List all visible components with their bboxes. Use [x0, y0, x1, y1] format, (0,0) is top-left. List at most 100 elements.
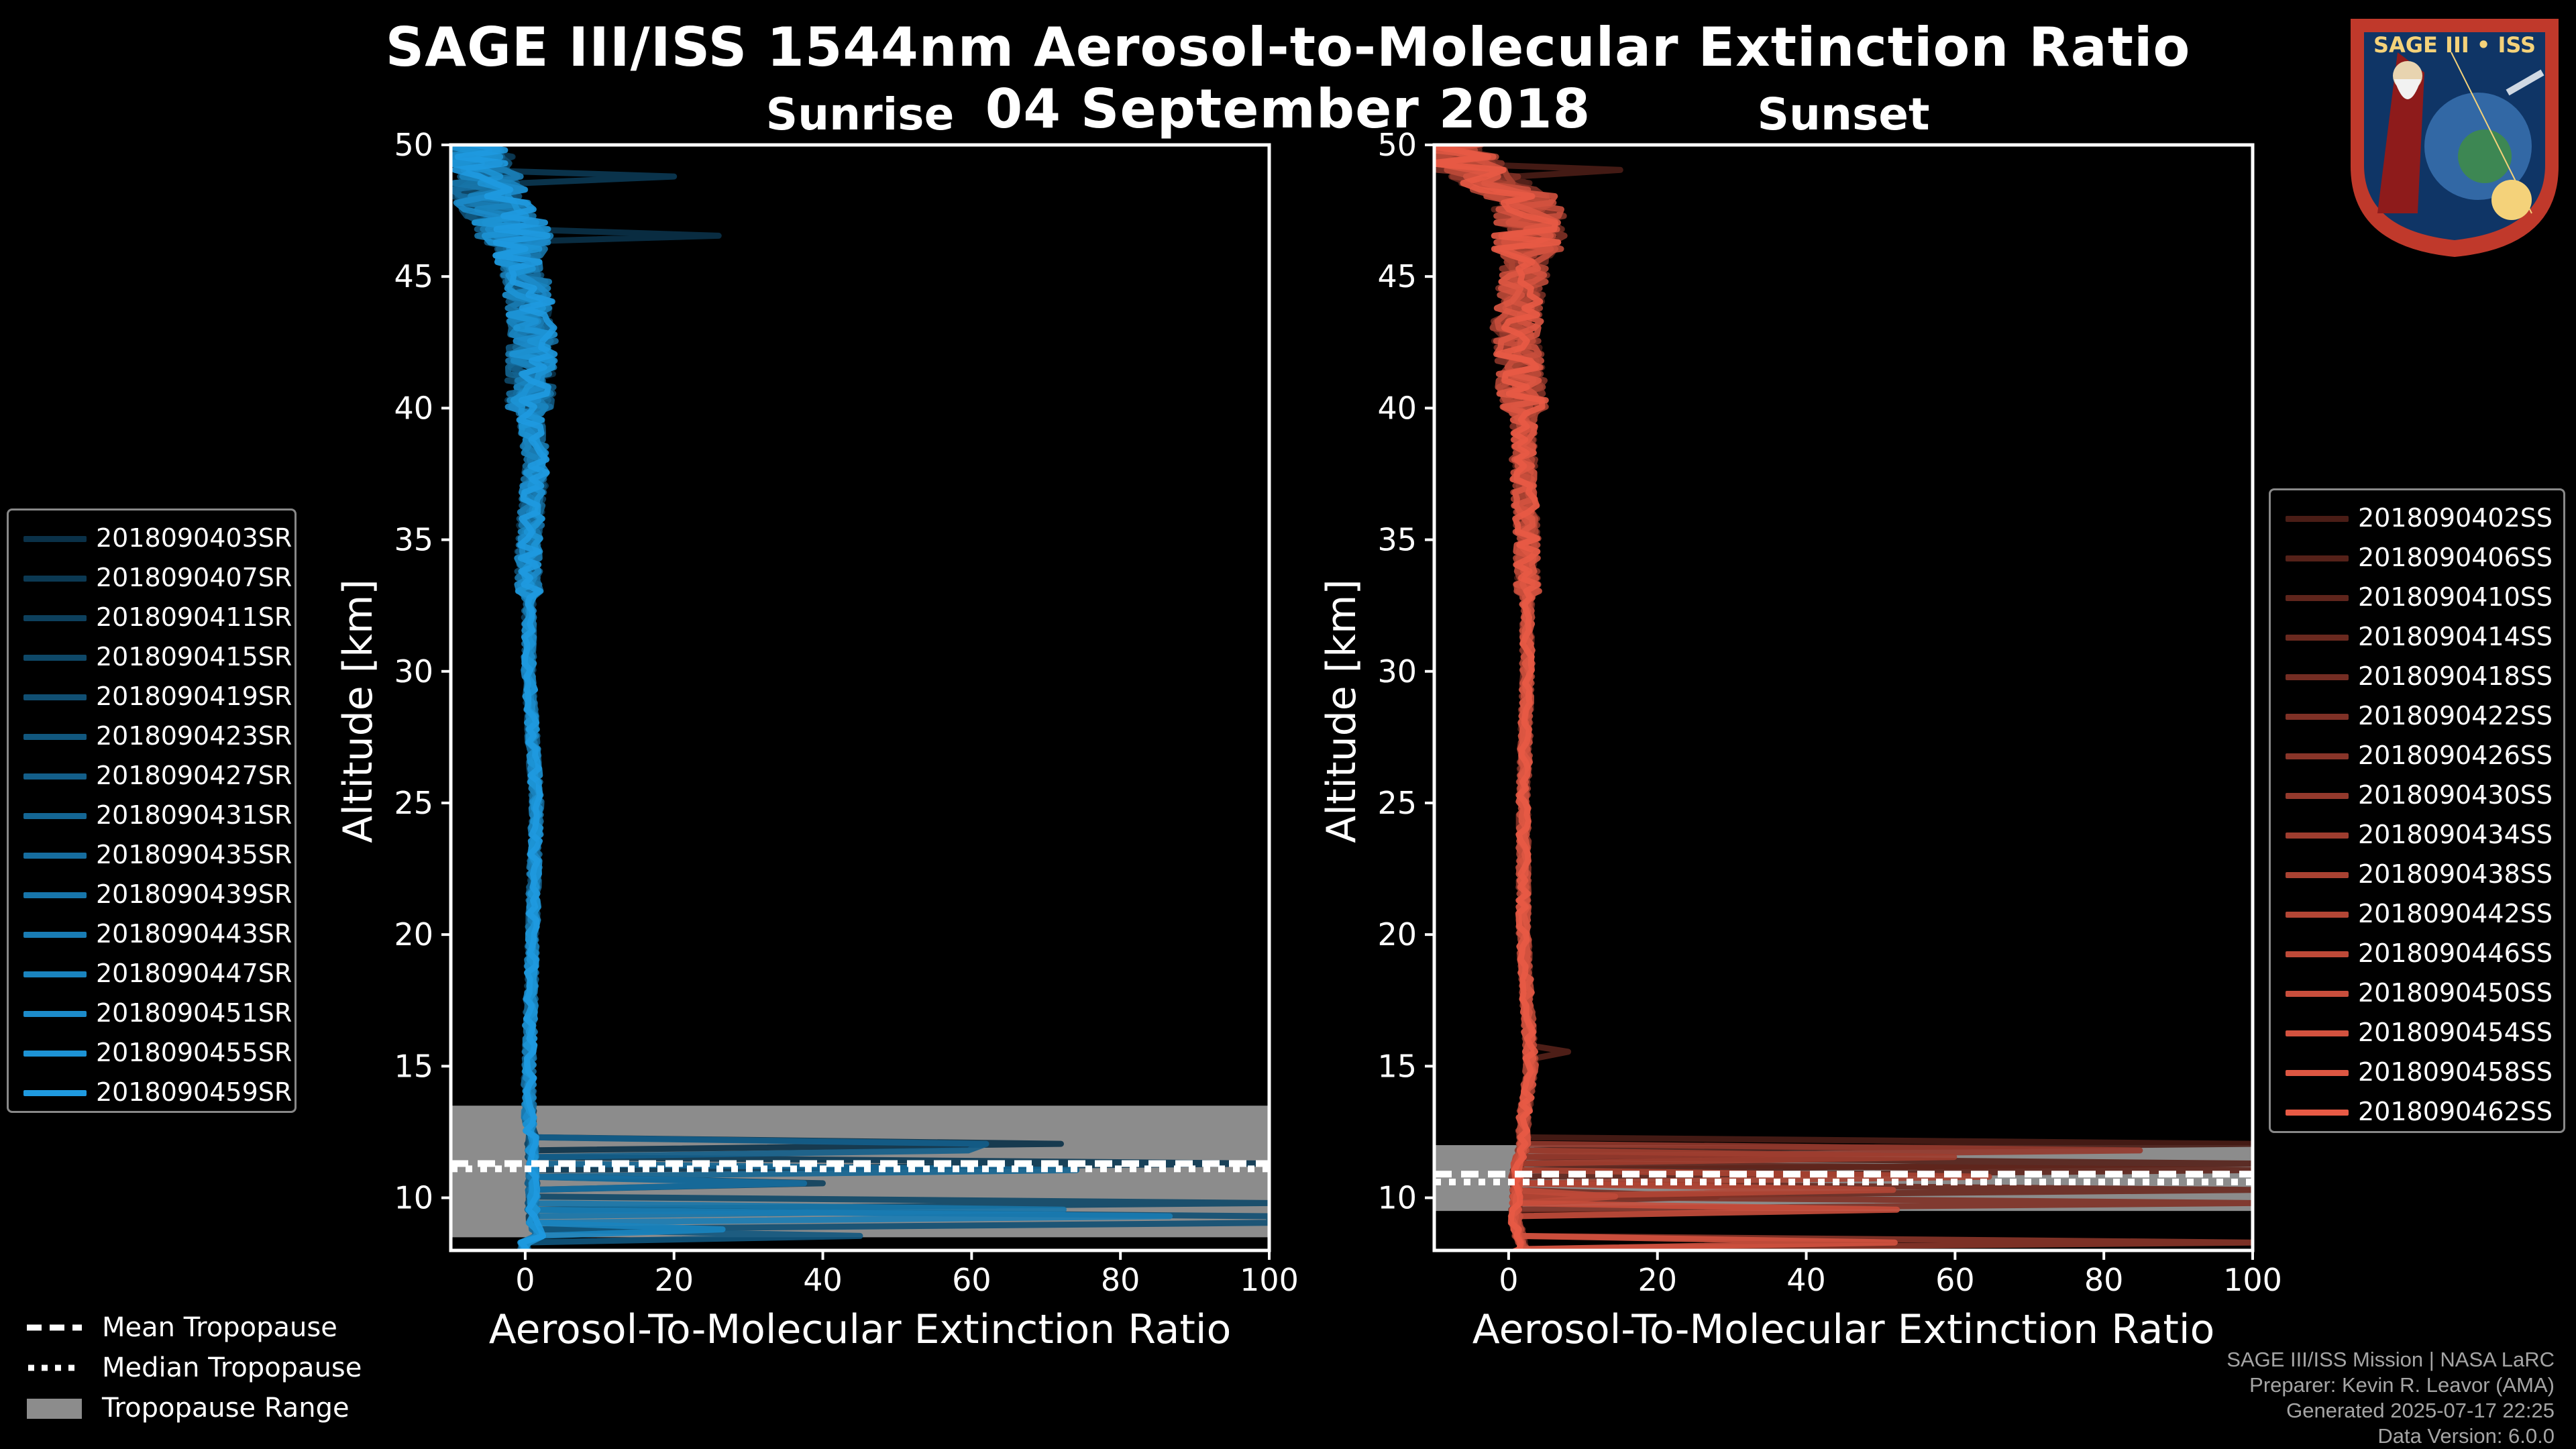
legend-swatch: [2286, 833, 2349, 839]
x-tick-label: 40: [803, 1262, 843, 1298]
x-tick-label: 20: [654, 1262, 694, 1298]
x-tick-label: 100: [1240, 1262, 1299, 1298]
legend-label: 2018090462SS: [2358, 1097, 2553, 1126]
x-tick-label: 80: [1101, 1262, 1140, 1298]
profile-2018090410SS: [1436, 145, 2253, 1250]
legend-label: 2018090430SS: [2358, 780, 2553, 810]
x-tick-label: 60: [952, 1262, 991, 1298]
legend-label: 2018090446SS: [2358, 938, 2553, 968]
profile-2018090422SS: [1434, 145, 2253, 1250]
legend-label: 2018090410SS: [2358, 582, 2553, 612]
legend-label: 2018090419SR: [96, 682, 292, 711]
legend-swatch: [23, 576, 87, 582]
legend-swatch: [23, 734, 87, 740]
y-tick-label: 30: [394, 653, 433, 690]
legend-label: 2018090447SR: [96, 959, 292, 988]
profile-2018090402SS: [1434, 145, 2253, 1250]
y-tick-label: 25: [394, 785, 433, 821]
legend-label: 2018090414SS: [2358, 622, 2553, 651]
legend-swatch: [2286, 991, 2349, 997]
x-tick-label: 0: [515, 1262, 535, 1298]
legend-swatch: [2286, 793, 2349, 799]
y-tick-label: 20: [394, 916, 433, 953]
axes-frame: [449, 143, 1271, 1252]
legend-label: 2018090411SR: [96, 602, 292, 632]
profile-2018090442SS: [1434, 145, 1896, 1250]
x-tick-label: 20: [1638, 1262, 1677, 1298]
sunset-legend: 2018090402SS 2018090406SS 2018090410SS 2018…: [2269, 488, 2565, 1133]
x-tick-label: 40: [1786, 1262, 1826, 1298]
legend-label: 2018090454SS: [2358, 1018, 2553, 1047]
legend-label: 2018090438SS: [2358, 859, 2553, 889]
legend-swatch: [23, 655, 87, 661]
legend-label: 2018090459SR: [96, 1077, 292, 1107]
x-tick-label: 0: [1499, 1262, 1518, 1298]
legend-swatch: [2286, 951, 2349, 957]
y-tick-label: 35: [394, 522, 433, 558]
profiles: [451, 145, 1269, 1250]
chart-title: SAGE III/ISS 1544nm Aerosol-to-Molecular…: [385, 16, 2191, 78]
profile-2018090459SR: [451, 145, 558, 1250]
x-tick-label: 80: [2084, 1262, 2124, 1298]
y-tick-label: 15: [394, 1048, 433, 1084]
legend-swatch: [2286, 714, 2349, 720]
legend-range-label: Tropopause Range: [102, 1393, 350, 1424]
x-tick-label: 60: [1935, 1262, 1975, 1298]
y-axis-label: Altitude [km]: [1318, 579, 1365, 843]
legend-swatch: [2286, 1110, 2349, 1116]
y-tick-label: 40: [394, 390, 433, 426]
legend-swatch: [23, 892, 87, 898]
legend-swatch: [2286, 674, 2349, 680]
legend-label: 2018090450SS: [2358, 978, 2553, 1008]
y-tick-label: 50: [394, 127, 433, 163]
legend-label: 2018090423SR: [96, 721, 292, 751]
y-tick-label: 45: [394, 258, 433, 294]
legend-label: 2018090443SR: [96, 919, 292, 949]
legend-swatch: [23, 1011, 87, 1017]
y-tick-label: 50: [1377, 127, 1417, 163]
sunset-title: Sunset: [1757, 89, 1930, 140]
axes-frame: [1432, 143, 2255, 1252]
legend-label: 2018090451SR: [96, 998, 292, 1028]
legend-mean-label: Mean Tropopause: [102, 1312, 337, 1343]
legend-swatch: [2286, 1070, 2349, 1076]
legend-label: 2018090415SR: [96, 642, 292, 672]
y-axis-label: Altitude [km]: [335, 579, 382, 843]
profile-2018090419SR: [456, 145, 1269, 1250]
legend-label: 2018090422SS: [2358, 701, 2553, 731]
legend-label: 2018090418SS: [2358, 661, 2553, 691]
legend-swatch: [23, 615, 87, 621]
legend-swatch: [23, 1051, 87, 1057]
legend-swatch: [2286, 555, 2349, 561]
legend-swatch: [23, 813, 87, 819]
legend-label: 2018090439SR: [96, 879, 292, 909]
x-tick-label: 100: [2223, 1262, 2282, 1298]
y-tick-label: 20: [1377, 916, 1417, 953]
legend-swatch: [23, 536, 87, 542]
credit-mission: SAGE III/ISS Mission | NASA LaRC: [2226, 1348, 2555, 1371]
legend-label: 2018090431SR: [96, 800, 292, 830]
profile-2018090435SR: [451, 145, 808, 1250]
legend-swatch: [2286, 753, 2349, 759]
legend-swatch: [23, 1090, 87, 1096]
legend-label: 2018090455SR: [96, 1038, 292, 1067]
y-tick-label: 40: [1377, 390, 1417, 426]
credit-version: Data Version: 6.0.0: [2377, 1424, 2555, 1448]
y-tick-label: 15: [1377, 1048, 1417, 1084]
legend-label: 2018090427SR: [96, 761, 292, 790]
y-tick-label: 10: [394, 1180, 433, 1216]
legend-swatch: [23, 932, 87, 938]
legend-swatch: [2286, 595, 2349, 601]
y-tick-label: 30: [1377, 653, 1417, 690]
legend-label: 2018090458SS: [2358, 1057, 2553, 1087]
credit-generated: Generated 2025-07-17 22:25: [2286, 1399, 2555, 1422]
legend-swatch: [23, 773, 87, 780]
sunset-panel: 0 20 40 60 80 100 10 15 20 25 30 35 40 45 50 Aerosol-To…: [1318, 127, 2282, 1353]
legend-label: 2018090403SR: [96, 523, 292, 553]
legend-swatch: [2286, 635, 2349, 641]
legend-swatch: [2286, 912, 2349, 918]
legend-label: 2018090435SR: [96, 840, 292, 869]
legend-label: 2018090434SS: [2358, 820, 2553, 849]
sunrise-title: Sunrise: [765, 89, 955, 140]
